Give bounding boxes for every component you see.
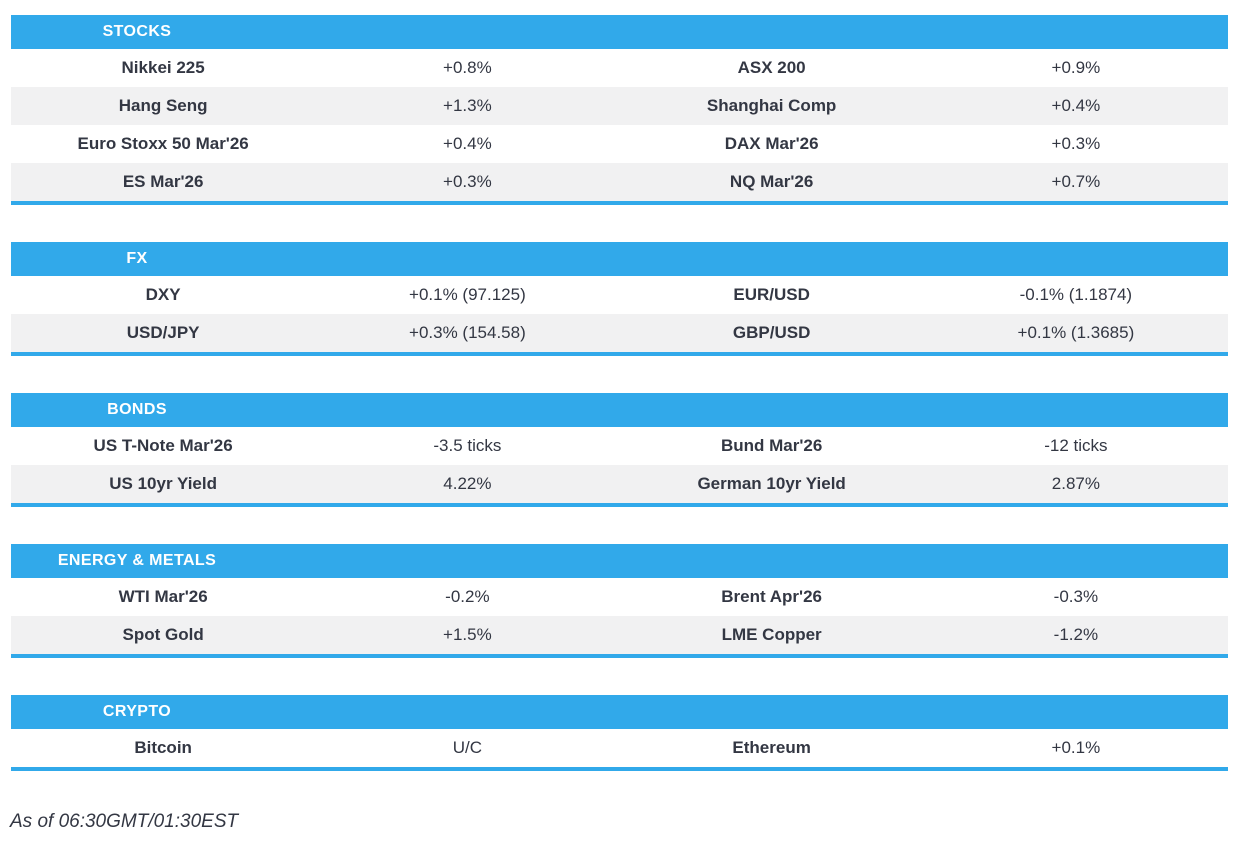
instrument-name: WTI Mar'26 — [118, 587, 208, 606]
table-row: Nikkei 225 +0.8% ASX 200 +0.9% — [11, 49, 1228, 87]
table-row: Bitcoin U/C Ethereum +0.1% — [11, 729, 1228, 767]
section-title: FX — [126, 250, 148, 267]
section-fx: FX DXY +0.1% (97.125) EUR/USD -0.1% (1.1874)… — [11, 242, 1228, 356]
instrument-change: -0.1% (1.1874) — [1019, 285, 1133, 304]
instrument-change: -1.2% — [1053, 625, 1099, 644]
table-row: US T-Note Mar'26 -3.5 ticks Bund Mar'26 -12… — [11, 427, 1228, 465]
instrument-name: US T-Note Mar'26 — [93, 436, 233, 455]
instrument-name: Shanghai Comp — [706, 96, 837, 115]
instrument-change: U/C — [452, 738, 483, 757]
section-title: ENERGY & METALS — [57, 552, 217, 569]
instrument-change: -0.3% — [1053, 587, 1099, 606]
section-header: FX — [11, 242, 1228, 276]
instrument-change: +0.1% — [1051, 738, 1101, 757]
instrument-name: Bitcoin — [134, 738, 192, 757]
section-header: ENERGY & METALS — [11, 544, 1228, 578]
instrument-change: 4.22% — [443, 474, 492, 493]
section-energy-metals: ENERGY & METALS WTI Mar'26 -0.2% Brent Apr'… — [11, 544, 1228, 658]
instrument-change: +0.9% — [1051, 58, 1101, 77]
instrument-change: +1.3% — [443, 96, 492, 115]
instrument-name: Ethereum — [732, 738, 811, 757]
table-row: US 10yr Yield 4.22% German 10yr Yield 2.87% — [11, 465, 1228, 503]
table-row: ES Mar'26 +0.3% NQ Mar'26 +0.7% — [11, 163, 1228, 201]
section-crypto: CRYPTO Bitcoin U/C Ethereum +0.1% — [11, 695, 1228, 771]
section-bonds: BONDS US T-Note Mar'26 -3.5 ticks Bund Mar'… — [11, 393, 1228, 507]
section-stocks: STOCKS Nikkei 225 +0.8% ASX 200 +0.9% Hang Se… — [11, 15, 1228, 205]
market-snapshot-page: STOCKS Nikkei 225 +0.8% ASX 200 +0.9% Hang Se… — [0, 15, 1243, 832]
instrument-name: Nikkei 225 — [121, 58, 205, 77]
instrument-name: Bund Mar'26 — [720, 436, 823, 455]
table-row: DXY +0.1% (97.125) EUR/USD -0.1% (1.1874) — [11, 276, 1228, 314]
instrument-change: +1.5% — [443, 625, 492, 644]
table-row: WTI Mar'26 -0.2% Brent Apr'26 -0.3% — [11, 578, 1228, 616]
instrument-change: +0.4% — [1051, 96, 1101, 115]
instrument-name: Euro Stoxx 50 Mar'26 — [77, 134, 249, 153]
instrument-name: DAX Mar'26 — [724, 134, 819, 153]
instrument-name: LME Copper — [721, 625, 822, 644]
section-header: STOCKS — [11, 15, 1228, 49]
instrument-name: ES Mar'26 — [122, 172, 204, 191]
instrument-name: DXY — [145, 285, 181, 304]
instrument-change: +0.3% (154.58) — [409, 323, 526, 342]
instrument-change: +0.1% (1.3685) — [1017, 323, 1135, 342]
instrument-name: Hang Seng — [118, 96, 208, 115]
section-title: BONDS — [107, 401, 167, 418]
instrument-name: Brent Apr'26 — [721, 587, 822, 606]
section-title: CRYPTO — [102, 703, 172, 720]
instrument-change: +0.3% — [443, 172, 492, 191]
section-header: CRYPTO — [11, 695, 1228, 729]
instrument-name: German 10yr Yield — [697, 474, 846, 493]
instrument-name: NQ Mar'26 — [729, 172, 814, 191]
instrument-name: EUR/USD — [733, 285, 810, 304]
table-row: USD/JPY +0.3% (154.58) GBP/USD +0.1% (1.368… — [11, 314, 1228, 352]
instrument-name: US 10yr Yield — [109, 474, 217, 493]
instrument-name: ASX 200 — [737, 58, 806, 77]
market-sections: STOCKS Nikkei 225 +0.8% ASX 200 +0.9% Hang Se… — [0, 15, 1243, 771]
instrument-change: -0.2% — [445, 587, 490, 606]
instrument-change: +0.4% — [443, 134, 492, 153]
instrument-change: -3.5 ticks — [433, 436, 502, 455]
instrument-name: USD/JPY — [126, 323, 200, 342]
instrument-change: +0.8% — [443, 58, 492, 77]
instrument-change: +0.3% — [1051, 134, 1101, 153]
instrument-change: 2.87% — [1051, 474, 1100, 493]
section-title: STOCKS — [102, 23, 172, 40]
instrument-name: GBP/USD — [732, 323, 811, 342]
instrument-name: Spot Gold — [122, 625, 204, 644]
table-row: Hang Seng +1.3% Shanghai Comp +0.4% — [11, 87, 1228, 125]
section-header: BONDS — [11, 393, 1228, 427]
table-row: Euro Stoxx 50 Mar'26 +0.4% DAX Mar'26 +0.3% — [11, 125, 1228, 163]
table-row: Spot Gold +1.5% LME Copper -1.2% — [11, 616, 1228, 654]
instrument-change: -12 ticks — [1044, 436, 1108, 455]
instrument-change: +0.7% — [1051, 172, 1101, 191]
instrument-change: +0.1% (97.125) — [409, 285, 526, 304]
as-of-timestamp: As of 06:30GMT/01:30EST — [10, 811, 239, 832]
